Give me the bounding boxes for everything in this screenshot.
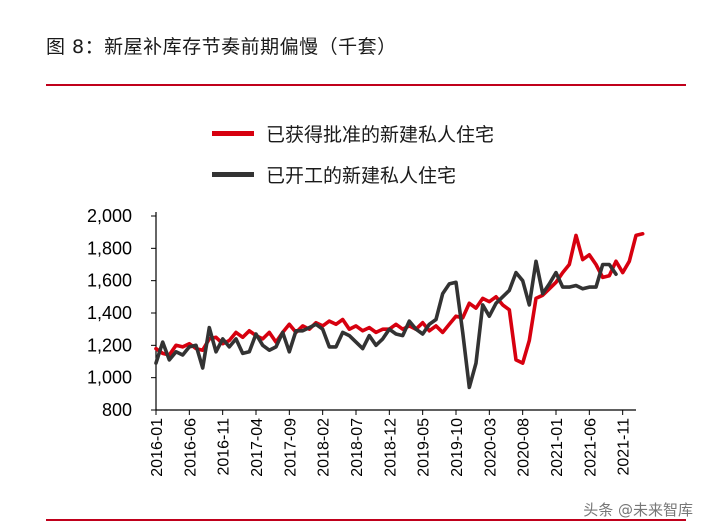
footer-divider: [46, 519, 686, 521]
x-tick-label: 2016-01: [149, 418, 166, 477]
x-tick-label: 2021-06: [582, 418, 599, 477]
series-line-starts: [154, 259, 618, 390]
title-divider: [46, 84, 686, 86]
x-tick-label: 2019-10: [449, 418, 466, 477]
legend-label-permits: 已获得批准的新建私人住宅: [266, 124, 495, 146]
watermark: 头条 @未来智库: [583, 501, 693, 519]
x-tick-label: 2016-06: [182, 418, 199, 477]
y-tick-label: 1,200: [87, 335, 132, 355]
x-tick-label: 2018-07: [349, 418, 366, 477]
y-tick-label: 800: [102, 400, 132, 420]
y-tick-label: 1,400: [87, 303, 132, 323]
x-tick-label: 2021-01: [549, 418, 566, 477]
y-tick-label: 1,000: [87, 368, 132, 388]
x-tick-label: 2016-11: [216, 418, 233, 476]
legend-item-permits: 已获得批准的新建私人住宅: [212, 120, 494, 147]
y-tick-label: 1,600: [87, 271, 132, 291]
chart-series: [154, 232, 645, 390]
chart-axes: 800 1,000 1,200 1,400 1,600 1,800 2,000 2016-01…: [87, 206, 636, 477]
legend-item-starts: 已开工的新建私人住宅: [212, 161, 456, 188]
page-title: 图 8：新屋补库存节奏前期偏慢（千套）: [46, 36, 397, 58]
y-tick-label: 2,000: [87, 206, 132, 226]
legend-label-starts: 已开工的新建私人住宅: [266, 165, 457, 187]
x-tick-label: 2019-05: [416, 418, 433, 477]
x-tick-label: 2018-02: [316, 418, 333, 477]
y-tick-label: 1,800: [87, 238, 132, 258]
x-tick-label: 2020-08: [516, 418, 533, 477]
x-tick-label: 2020-03: [482, 418, 499, 477]
x-tick-label: 2018-12: [382, 418, 399, 477]
x-tick-label: 2017-09: [282, 418, 299, 477]
legend-swatch-permits: [212, 131, 254, 136]
x-tick-label: 2021-11: [616, 418, 633, 476]
legend-swatch-starts: [212, 172, 254, 177]
series-line-permits: [154, 232, 645, 365]
x-tick-label: 2017-04: [249, 418, 266, 477]
